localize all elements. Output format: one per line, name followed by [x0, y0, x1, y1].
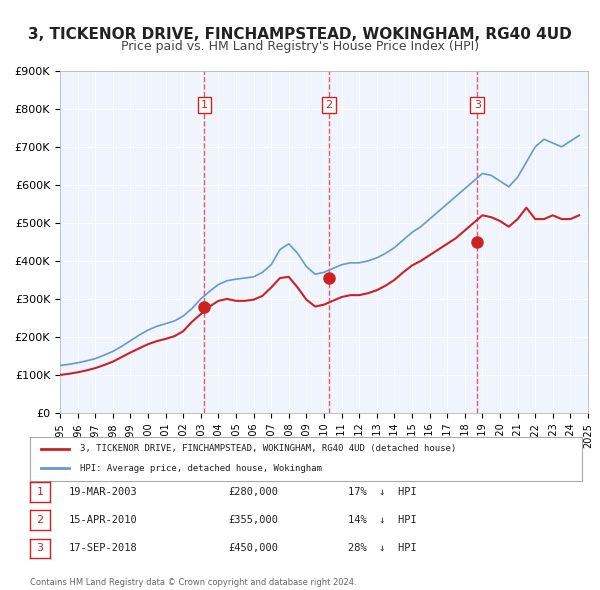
- Text: 1: 1: [37, 487, 43, 497]
- Text: 2: 2: [326, 100, 332, 110]
- Text: £450,000: £450,000: [228, 543, 278, 553]
- Text: 3: 3: [474, 100, 481, 110]
- Text: 3, TICKENOR DRIVE, FINCHAMPSTEAD, WOKINGHAM, RG40 4UD (detached house): 3, TICKENOR DRIVE, FINCHAMPSTEAD, WOKING…: [80, 444, 456, 454]
- Text: 14%  ↓  HPI: 14% ↓ HPI: [348, 515, 417, 525]
- Text: 3, TICKENOR DRIVE, FINCHAMPSTEAD, WOKINGHAM, RG40 4UD: 3, TICKENOR DRIVE, FINCHAMPSTEAD, WOKING…: [28, 27, 572, 41]
- Text: 2: 2: [37, 515, 43, 525]
- Text: 3: 3: [37, 543, 43, 553]
- Text: 19-MAR-2003: 19-MAR-2003: [69, 487, 138, 497]
- Text: 17-SEP-2018: 17-SEP-2018: [69, 543, 138, 553]
- Text: 1: 1: [201, 100, 208, 110]
- Text: Price paid vs. HM Land Registry's House Price Index (HPI): Price paid vs. HM Land Registry's House …: [121, 40, 479, 53]
- Text: HPI: Average price, detached house, Wokingham: HPI: Average price, detached house, Woki…: [80, 464, 322, 473]
- Text: 15-APR-2010: 15-APR-2010: [69, 515, 138, 525]
- Text: 17%  ↓  HPI: 17% ↓ HPI: [348, 487, 417, 497]
- Text: Contains HM Land Registry data © Crown copyright and database right 2024.: Contains HM Land Registry data © Crown c…: [30, 578, 356, 586]
- Text: £355,000: £355,000: [228, 515, 278, 525]
- Text: 28%  ↓  HPI: 28% ↓ HPI: [348, 543, 417, 553]
- Text: £280,000: £280,000: [228, 487, 278, 497]
